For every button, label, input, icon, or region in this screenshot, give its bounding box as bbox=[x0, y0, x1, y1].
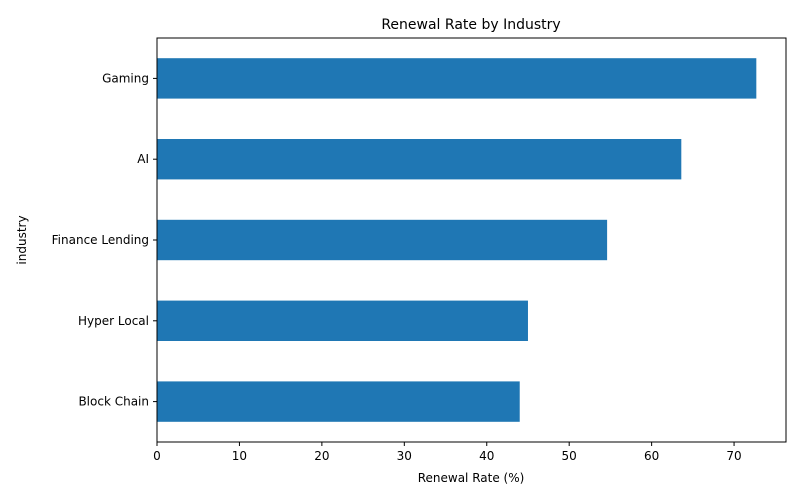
x-tick-label: 0 bbox=[153, 449, 161, 463]
x-axis-title: Renewal Rate (%) bbox=[418, 471, 525, 485]
y-tick-label: Block Chain bbox=[78, 395, 149, 409]
x-tick-label: 60 bbox=[644, 449, 659, 463]
plot-frame bbox=[156, 37, 787, 443]
bars-group bbox=[157, 58, 757, 422]
x-tick-label: 40 bbox=[479, 449, 494, 463]
bar-block-chain bbox=[157, 381, 520, 422]
bar-ai bbox=[157, 139, 682, 180]
bar-hyper-local bbox=[157, 300, 528, 341]
y-tick-label: AI bbox=[137, 152, 149, 166]
y-tick-label: Finance Lending bbox=[52, 233, 149, 247]
x-tick-label: 20 bbox=[314, 449, 329, 463]
y-tick-label: Hyper Local bbox=[78, 314, 149, 328]
y-axis-title: industry bbox=[15, 215, 29, 264]
x-axis-ticks: 0 10 20 30 40 50 60 70 bbox=[153, 442, 742, 463]
x-tick-label: 50 bbox=[562, 449, 577, 463]
x-tick-label: 10 bbox=[232, 449, 247, 463]
bar-finance-lending bbox=[157, 219, 608, 261]
chart-title: Renewal Rate by Industry bbox=[381, 17, 560, 33]
y-tick-label: Gaming bbox=[102, 71, 149, 85]
x-tick-label: 30 bbox=[397, 449, 412, 463]
y-axis-ticks: Block Chain Hyper Local Finance Lending AI G… bbox=[52, 71, 157, 409]
bar-gaming bbox=[157, 58, 757, 99]
x-tick-label: 70 bbox=[726, 449, 741, 463]
